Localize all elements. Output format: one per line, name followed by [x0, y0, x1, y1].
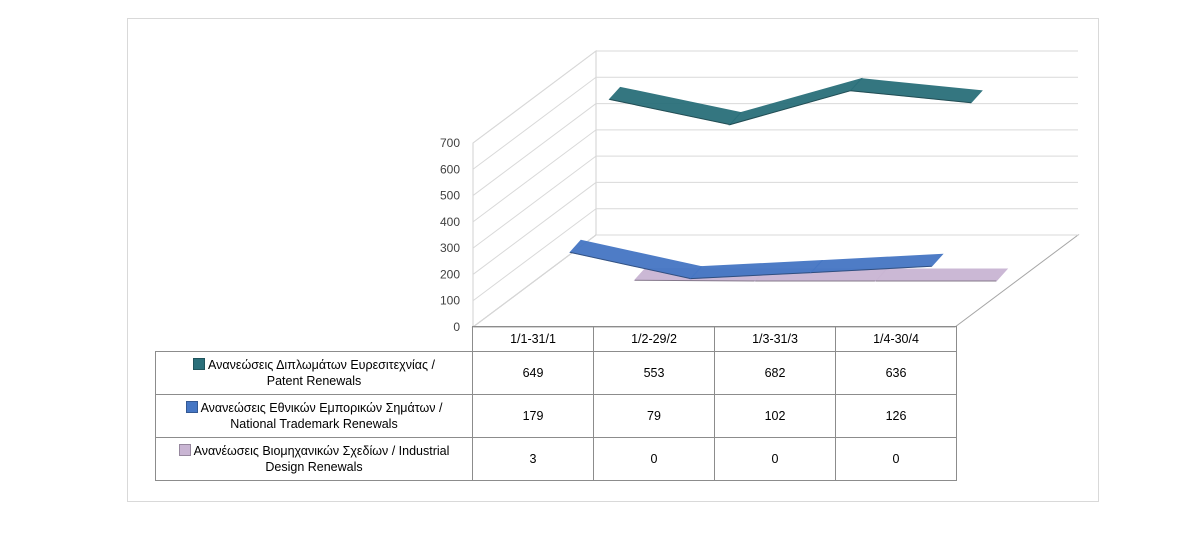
- side-wall: [472, 50, 597, 328]
- category-label: 1/1-31/1: [472, 326, 594, 352]
- table-row: Ανανεώσεις Εθνικών Εμπορικών Σημάτων / N…: [155, 394, 957, 438]
- legend-key: [185, 401, 198, 413]
- series-edge: [811, 265, 932, 274]
- table-corner: [155, 326, 473, 352]
- gridline-depth: [472, 76, 597, 170]
- series-segment: [569, 239, 703, 280]
- data-label: 682: [714, 351, 836, 395]
- legend-label: Patent Renewals: [266, 374, 362, 388]
- legend-label: Ανανεώσεις Εθνικών Εμπορικών Σημάτων /: [200, 401, 443, 415]
- y-tick-label: 500: [440, 189, 460, 203]
- series-segment: [728, 77, 863, 126]
- legend-label: Design Renewals: [265, 460, 363, 474]
- data-label: 636: [835, 351, 957, 395]
- series-segment: [809, 253, 944, 274]
- series-edge: [850, 90, 972, 104]
- legend-entry-patent: Ανανεώσεις Διπλωμάτων Ευρεσιτεχνίας / Pa…: [155, 351, 473, 395]
- series-segment: [608, 86, 742, 126]
- category-label: 1/3-31/3: [714, 326, 836, 352]
- gridline-depth: [472, 50, 597, 144]
- series-edge: [634, 279, 756, 282]
- data-label: 0: [714, 437, 836, 481]
- legend-key: [178, 444, 191, 456]
- legend-label: Ανανεώσεις Διπλωμάτων Ευρεσιτεχνίας /: [208, 358, 435, 372]
- series-edge: [609, 98, 731, 126]
- gridline-depth: [472, 155, 597, 249]
- series-segment: [849, 78, 983, 104]
- gridline-depth: [472, 208, 597, 302]
- data-label: 0: [835, 437, 957, 481]
- table-row: Ανανεώσεις Διπλωμάτων Ευρεσιτεχνίας / Pa…: [155, 351, 957, 395]
- data-label: 126: [835, 394, 957, 438]
- gridline-depth: [472, 182, 597, 275]
- legend-label: Ανανέωσεις Βιομηχανικών Σχεδίων / Indust…: [193, 444, 450, 458]
- legend-entry-trademark: Ανανεώσεις Εθνικών Εμπορικών Σημάτων / N…: [155, 394, 473, 438]
- legend-entry-design: Ανανέωσεις Βιομηχανικών Σχεδίων / Indust…: [155, 437, 473, 481]
- data-label: 0: [593, 437, 715, 481]
- data-label: 553: [593, 351, 715, 395]
- legend-label: National Trademark Renewals: [230, 417, 398, 431]
- table-row: Ανανέωσεις Βιομηχανικών Σχεδίων / Indust…: [155, 437, 957, 481]
- y-tick-label: 700: [440, 136, 460, 150]
- gridline-depth: [472, 129, 597, 223]
- data-label: 179: [472, 394, 594, 438]
- data-label: 102: [714, 394, 836, 438]
- data-label: 649: [472, 351, 594, 395]
- category-label: 1/2-29/2: [593, 326, 715, 352]
- series-segment: [874, 268, 1009, 282]
- y-tick-label: 400: [440, 215, 460, 229]
- category-label: 1/4-30/4: [835, 326, 957, 352]
- data-label: 3: [472, 437, 594, 481]
- legend-key: [193, 358, 206, 370]
- y-tick-label: 100: [440, 294, 460, 308]
- data-label: 79: [593, 394, 715, 438]
- data-table: 1/1-31/1 1/2-29/2 1/3-31/3 1/4-30/4 Αναν…: [155, 326, 957, 481]
- category-header-row: 1/1-31/1 1/2-29/2 1/3-31/3 1/4-30/4: [155, 326, 957, 352]
- series-edge: [570, 251, 691, 280]
- y-tick-label: 200: [440, 267, 460, 281]
- y-tick-label: 300: [440, 241, 460, 255]
- series-edge: [690, 272, 812, 280]
- y-tick-label: 600: [440, 162, 460, 176]
- series-edge: [729, 90, 851, 126]
- gridline-depth: [472, 103, 597, 196]
